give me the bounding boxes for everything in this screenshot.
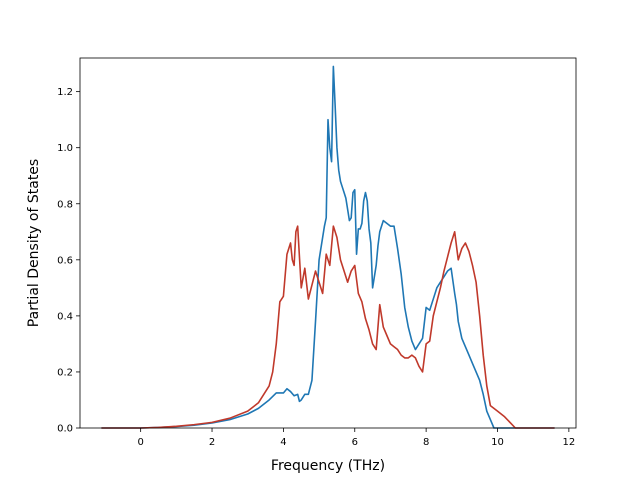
y-tick-label: 1.2 bbox=[57, 87, 73, 98]
x-tick-label: 6 bbox=[352, 437, 358, 448]
x-tick-label: 10 bbox=[491, 437, 504, 448]
y-tick-label: 0.0 bbox=[57, 424, 73, 435]
y-tick-label: 0.2 bbox=[57, 367, 73, 378]
x-tick-label: 2 bbox=[209, 437, 215, 448]
x-tick-label: 4 bbox=[280, 437, 286, 448]
y-axis-ticks: 0.0 0.2 0.4 0.6 0.8 1.0 1.2 bbox=[57, 87, 80, 435]
y-axis-title: Partial Density of States bbox=[26, 159, 42, 327]
plot-frame bbox=[79, 57, 577, 429]
series-layer bbox=[101, 65, 555, 429]
x-axis-title: Frequency (THz) bbox=[271, 458, 385, 474]
x-tick-label: 0 bbox=[137, 437, 143, 448]
y-tick-label: 0.6 bbox=[57, 255, 73, 266]
x-axis-ticks: 0 2 4 6 8 10 12 bbox=[137, 428, 575, 448]
series-line-1 bbox=[101, 65, 555, 429]
plot-area-background bbox=[80, 58, 576, 428]
series-line-2 bbox=[101, 225, 555, 429]
y-tick-label: 0.8 bbox=[57, 199, 73, 210]
x-tick-label: 12 bbox=[562, 437, 575, 448]
y-tick-label: 1.0 bbox=[57, 143, 73, 154]
x-tick-label: 8 bbox=[423, 437, 429, 448]
y-tick-label: 0.4 bbox=[57, 311, 73, 322]
